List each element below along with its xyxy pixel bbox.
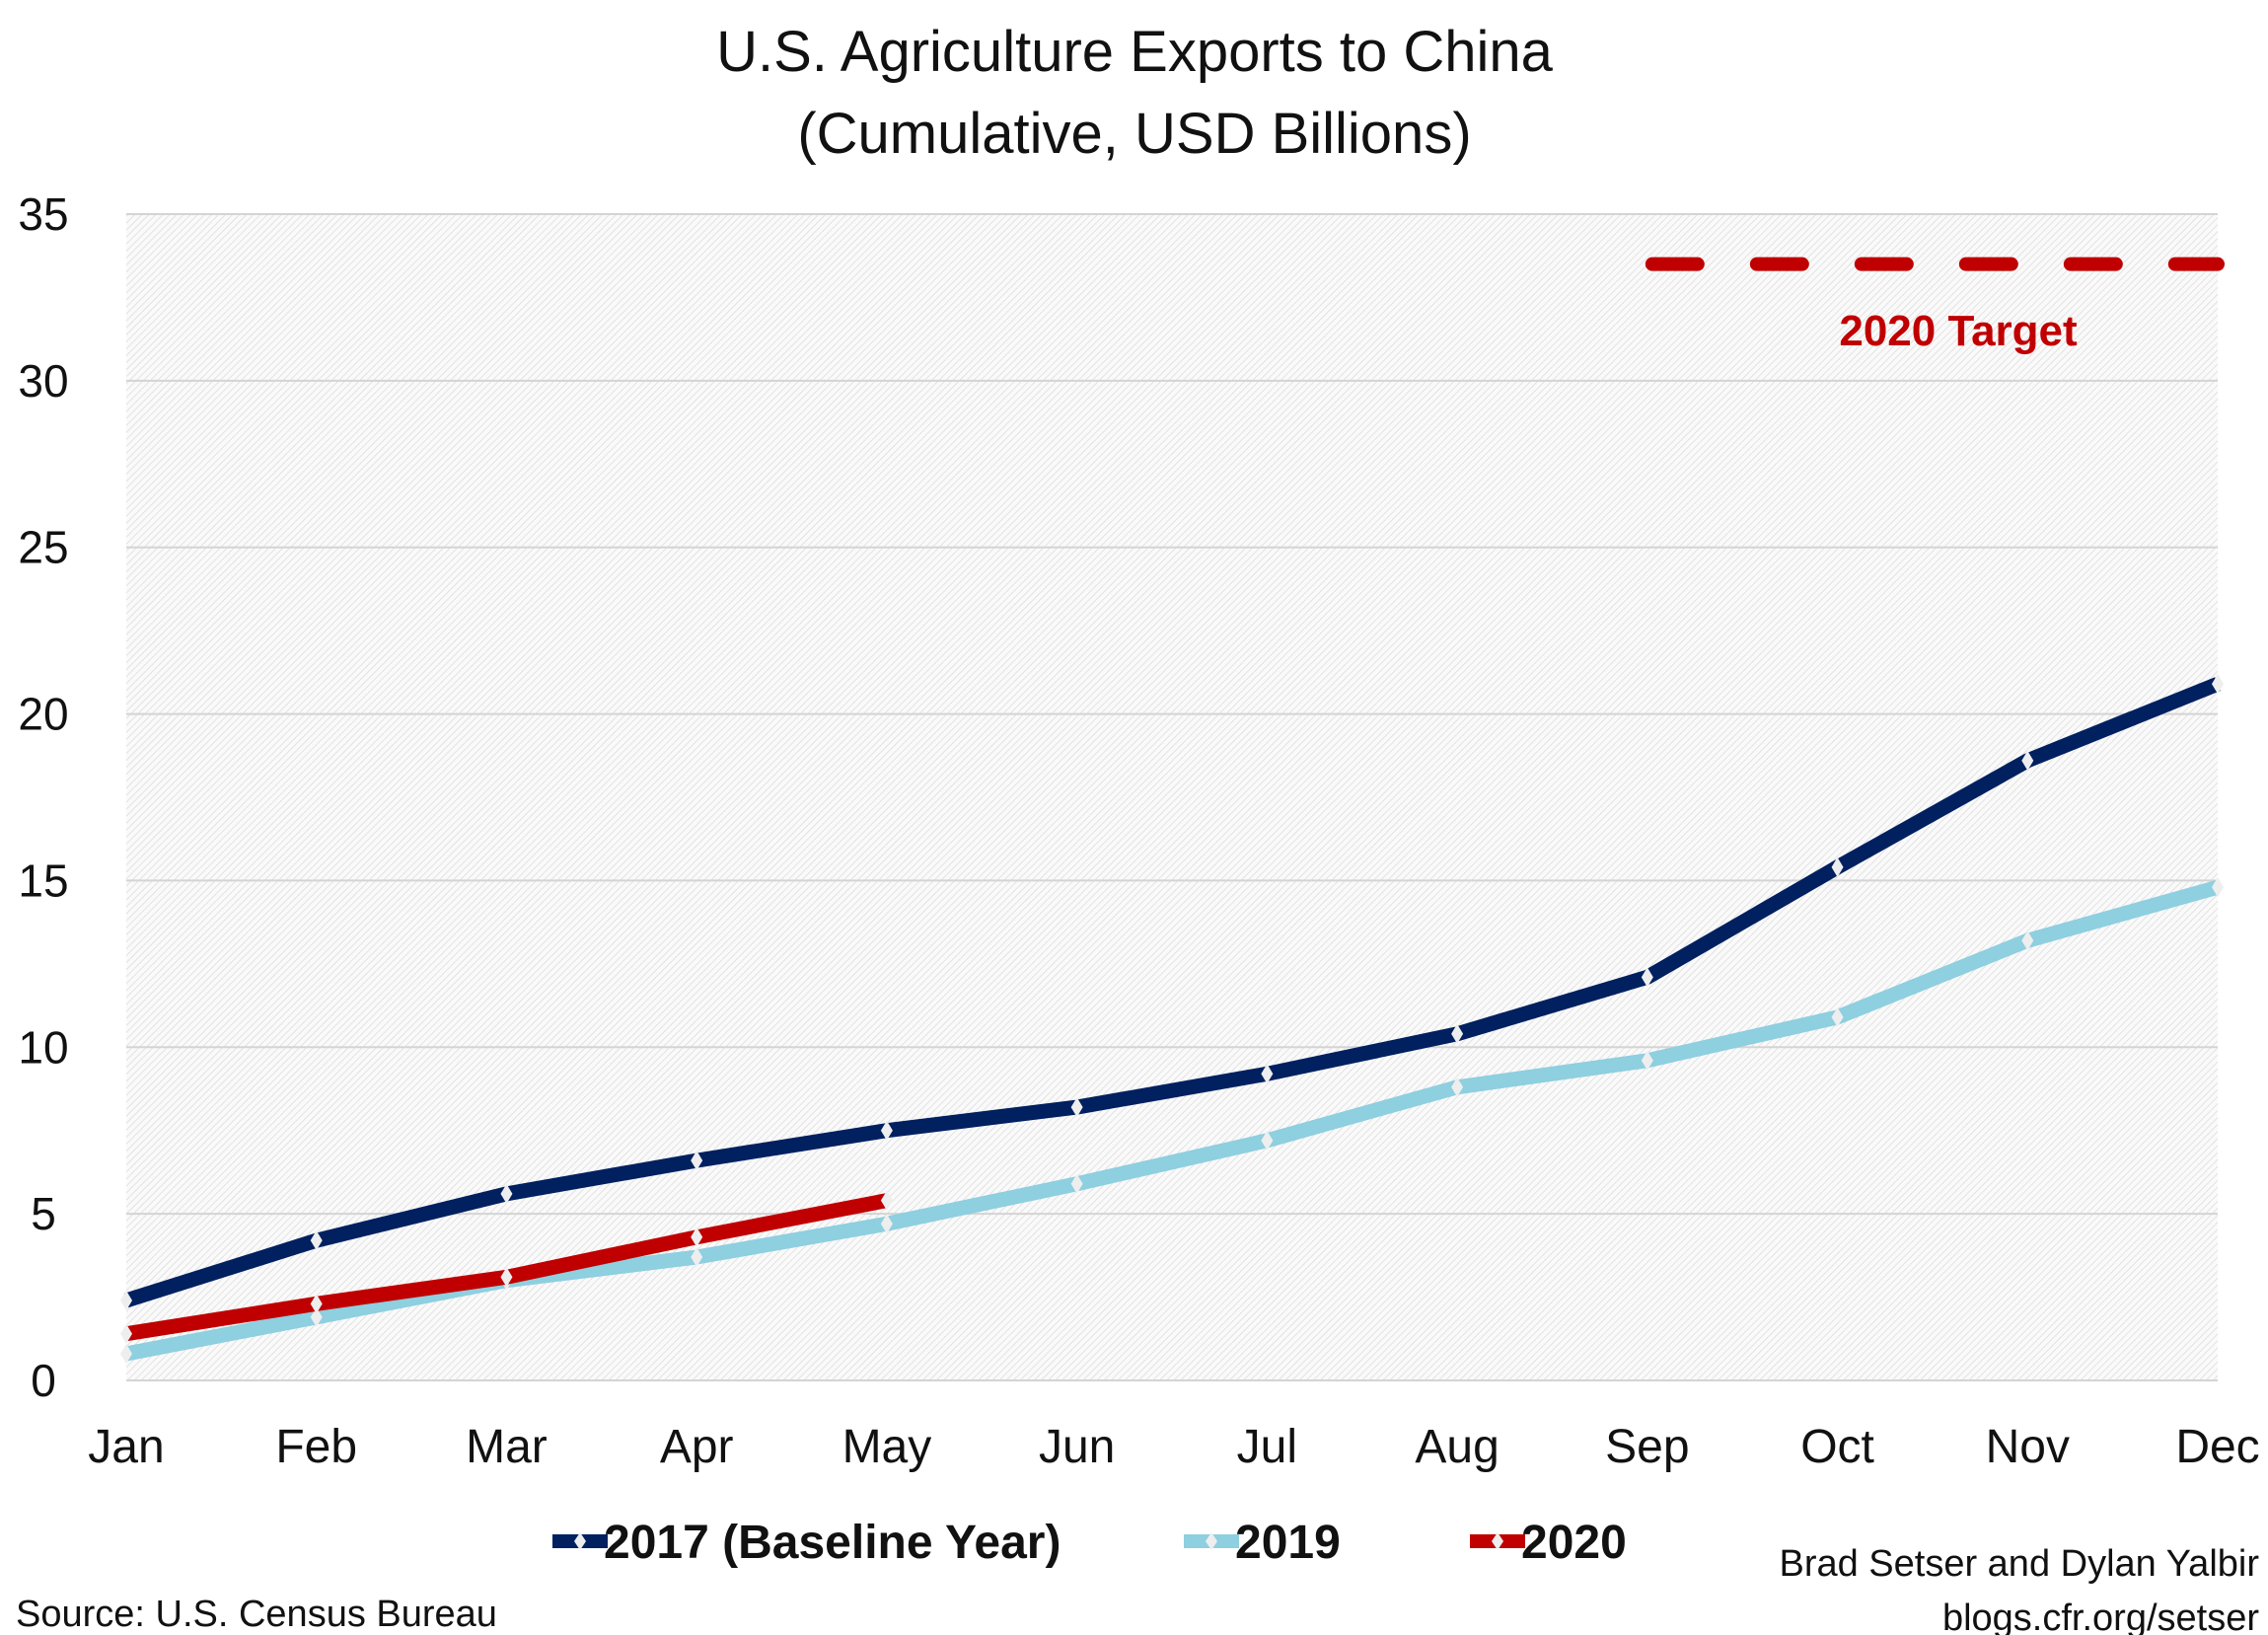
data-marker — [2021, 930, 2034, 951]
author-credit: Brad Setser and Dylan Yalbir — [1779, 1543, 2259, 1585]
legend-marker — [1206, 1532, 1217, 1550]
y-tick-label: 25 — [18, 522, 68, 573]
data-marker — [1451, 1023, 1464, 1044]
y-tick-label: 15 — [18, 855, 68, 906]
plot-area — [126, 214, 2218, 1380]
y-tick-label: 30 — [18, 355, 68, 407]
data-marker — [880, 1190, 893, 1211]
data-marker — [500, 1267, 513, 1288]
site-credit: blogs.cfr.org/setser — [1942, 1598, 2259, 1635]
x-tick-label: Aug — [1415, 1421, 1499, 1473]
data-marker — [691, 1247, 703, 1268]
data-marker — [691, 1151, 703, 1171]
data-marker — [2021, 750, 2034, 771]
chart-subtitle: (Cumulative, USD Billions) — [797, 102, 1471, 166]
x-tick-label: Dec — [2175, 1421, 2259, 1473]
data-marker — [880, 1214, 893, 1234]
data-marker — [310, 1294, 323, 1314]
x-tick-label: Jun — [1039, 1421, 1115, 1473]
legend-label: 2020 — [1521, 1517, 1627, 1569]
data-marker — [120, 1343, 132, 1364]
data-marker — [120, 1290, 132, 1310]
x-tick-label: Oct — [1800, 1421, 1874, 1473]
data-marker — [2212, 877, 2224, 898]
series-line-2017 — [123, 677, 2221, 1308]
data-marker — [1261, 1130, 1274, 1151]
data-marker — [120, 1323, 132, 1344]
legend-marker — [574, 1532, 586, 1550]
y-tick-label: 0 — [31, 1355, 56, 1406]
data-marker — [880, 1120, 893, 1141]
y-tick-label: 5 — [31, 1188, 56, 1239]
x-tick-label: Nov — [1986, 1421, 2070, 1473]
data-marker — [1641, 1050, 1653, 1071]
data-marker — [1451, 1077, 1464, 1097]
data-marker — [1261, 1064, 1274, 1084]
data-marker — [310, 1230, 323, 1251]
data-marker — [1831, 1006, 1844, 1027]
x-tick-label: Apr — [660, 1421, 734, 1473]
legend-label: 2017 (Baseline Year) — [604, 1517, 1061, 1569]
y-tick-label: 20 — [18, 689, 68, 740]
target-label: 2020 Target — [1839, 307, 2078, 355]
x-tick-label: Feb — [275, 1421, 357, 1473]
data-marker — [1641, 967, 1653, 988]
data-marker — [1070, 1173, 1083, 1194]
data-marker — [1070, 1097, 1083, 1118]
x-tick-label: Jan — [88, 1421, 164, 1473]
source-note: Source: U.S. Census Bureau — [16, 1594, 497, 1635]
data-marker — [691, 1226, 703, 1247]
data-marker — [1831, 856, 1844, 877]
y-tick-label: 35 — [18, 188, 68, 240]
chart-title: U.S. Agriculture Exports to China — [716, 20, 1554, 84]
x-tick-label: Jul — [1237, 1421, 1297, 1473]
data-marker — [310, 1306, 323, 1327]
x-tick-label: May — [842, 1421, 932, 1473]
x-tick-label: Sep — [1605, 1421, 1689, 1473]
legend-label: 2019 — [1235, 1517, 1341, 1569]
x-tick-label: Mar — [466, 1421, 548, 1473]
data-marker — [500, 1183, 513, 1204]
legend-marker — [1492, 1532, 1503, 1550]
data-marker — [2212, 674, 2224, 695]
y-tick-label: 10 — [18, 1021, 68, 1073]
